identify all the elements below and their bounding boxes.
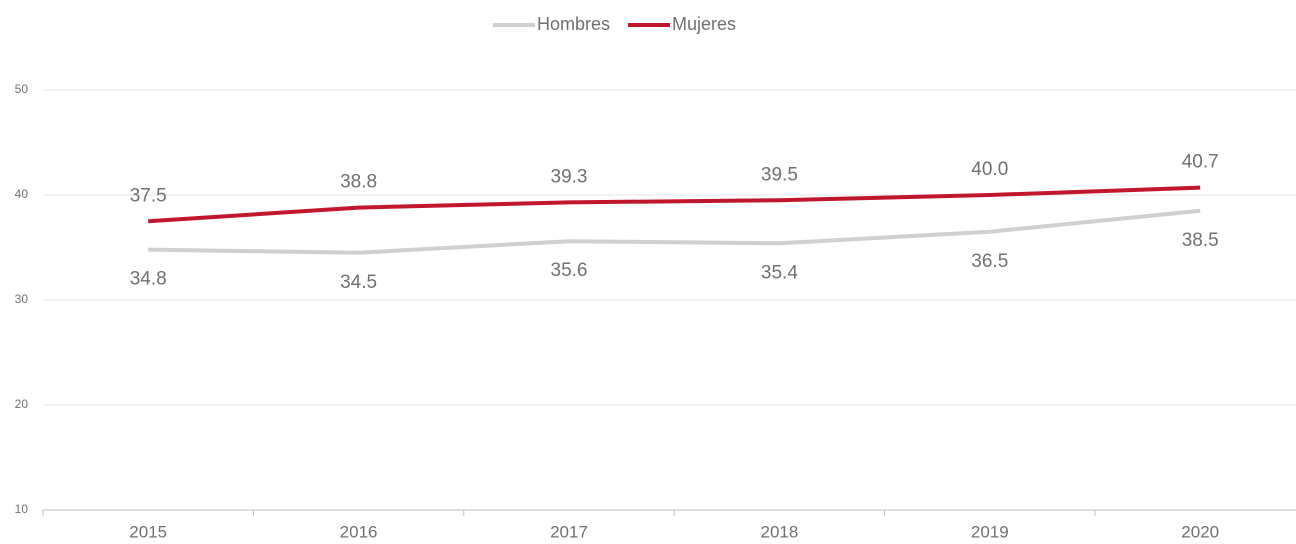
y-tick-label: 30 [15, 292, 29, 306]
series-line [148, 185, 1201, 224]
legend-label: Hombres [537, 14, 610, 34]
y-tick-label: 40 [15, 187, 29, 201]
data-label: 39.3 [551, 166, 588, 187]
data-label: 35.6 [551, 260, 588, 281]
data-label: 37.5 [130, 185, 167, 206]
data-label: 40.0 [971, 159, 1008, 180]
y-tick-label: 50 [15, 82, 29, 96]
data-label: 38.5 [1182, 230, 1219, 251]
data-label: 36.5 [971, 251, 1008, 272]
x-tick-label: 2015 [129, 522, 167, 541]
x-tick-label: 2020 [1181, 522, 1219, 541]
x-tick-label: 2017 [550, 522, 588, 541]
x-tick-label: 2016 [340, 522, 378, 541]
data-label: 35.4 [761, 262, 798, 283]
data-label: 39.5 [761, 164, 798, 185]
data-label: 40.7 [1182, 152, 1219, 173]
legend-label: Mujeres [672, 14, 736, 34]
y-tick-label: 20 [15, 397, 29, 411]
x-tick-label: 2019 [971, 522, 1009, 541]
x-tick-label: 2018 [760, 522, 798, 541]
data-label: 34.5 [340, 272, 377, 293]
data-label: 38.8 [340, 172, 377, 193]
series-line [148, 208, 1201, 255]
y-tick-label: 10 [15, 502, 29, 516]
data-label: 34.8 [130, 269, 167, 290]
